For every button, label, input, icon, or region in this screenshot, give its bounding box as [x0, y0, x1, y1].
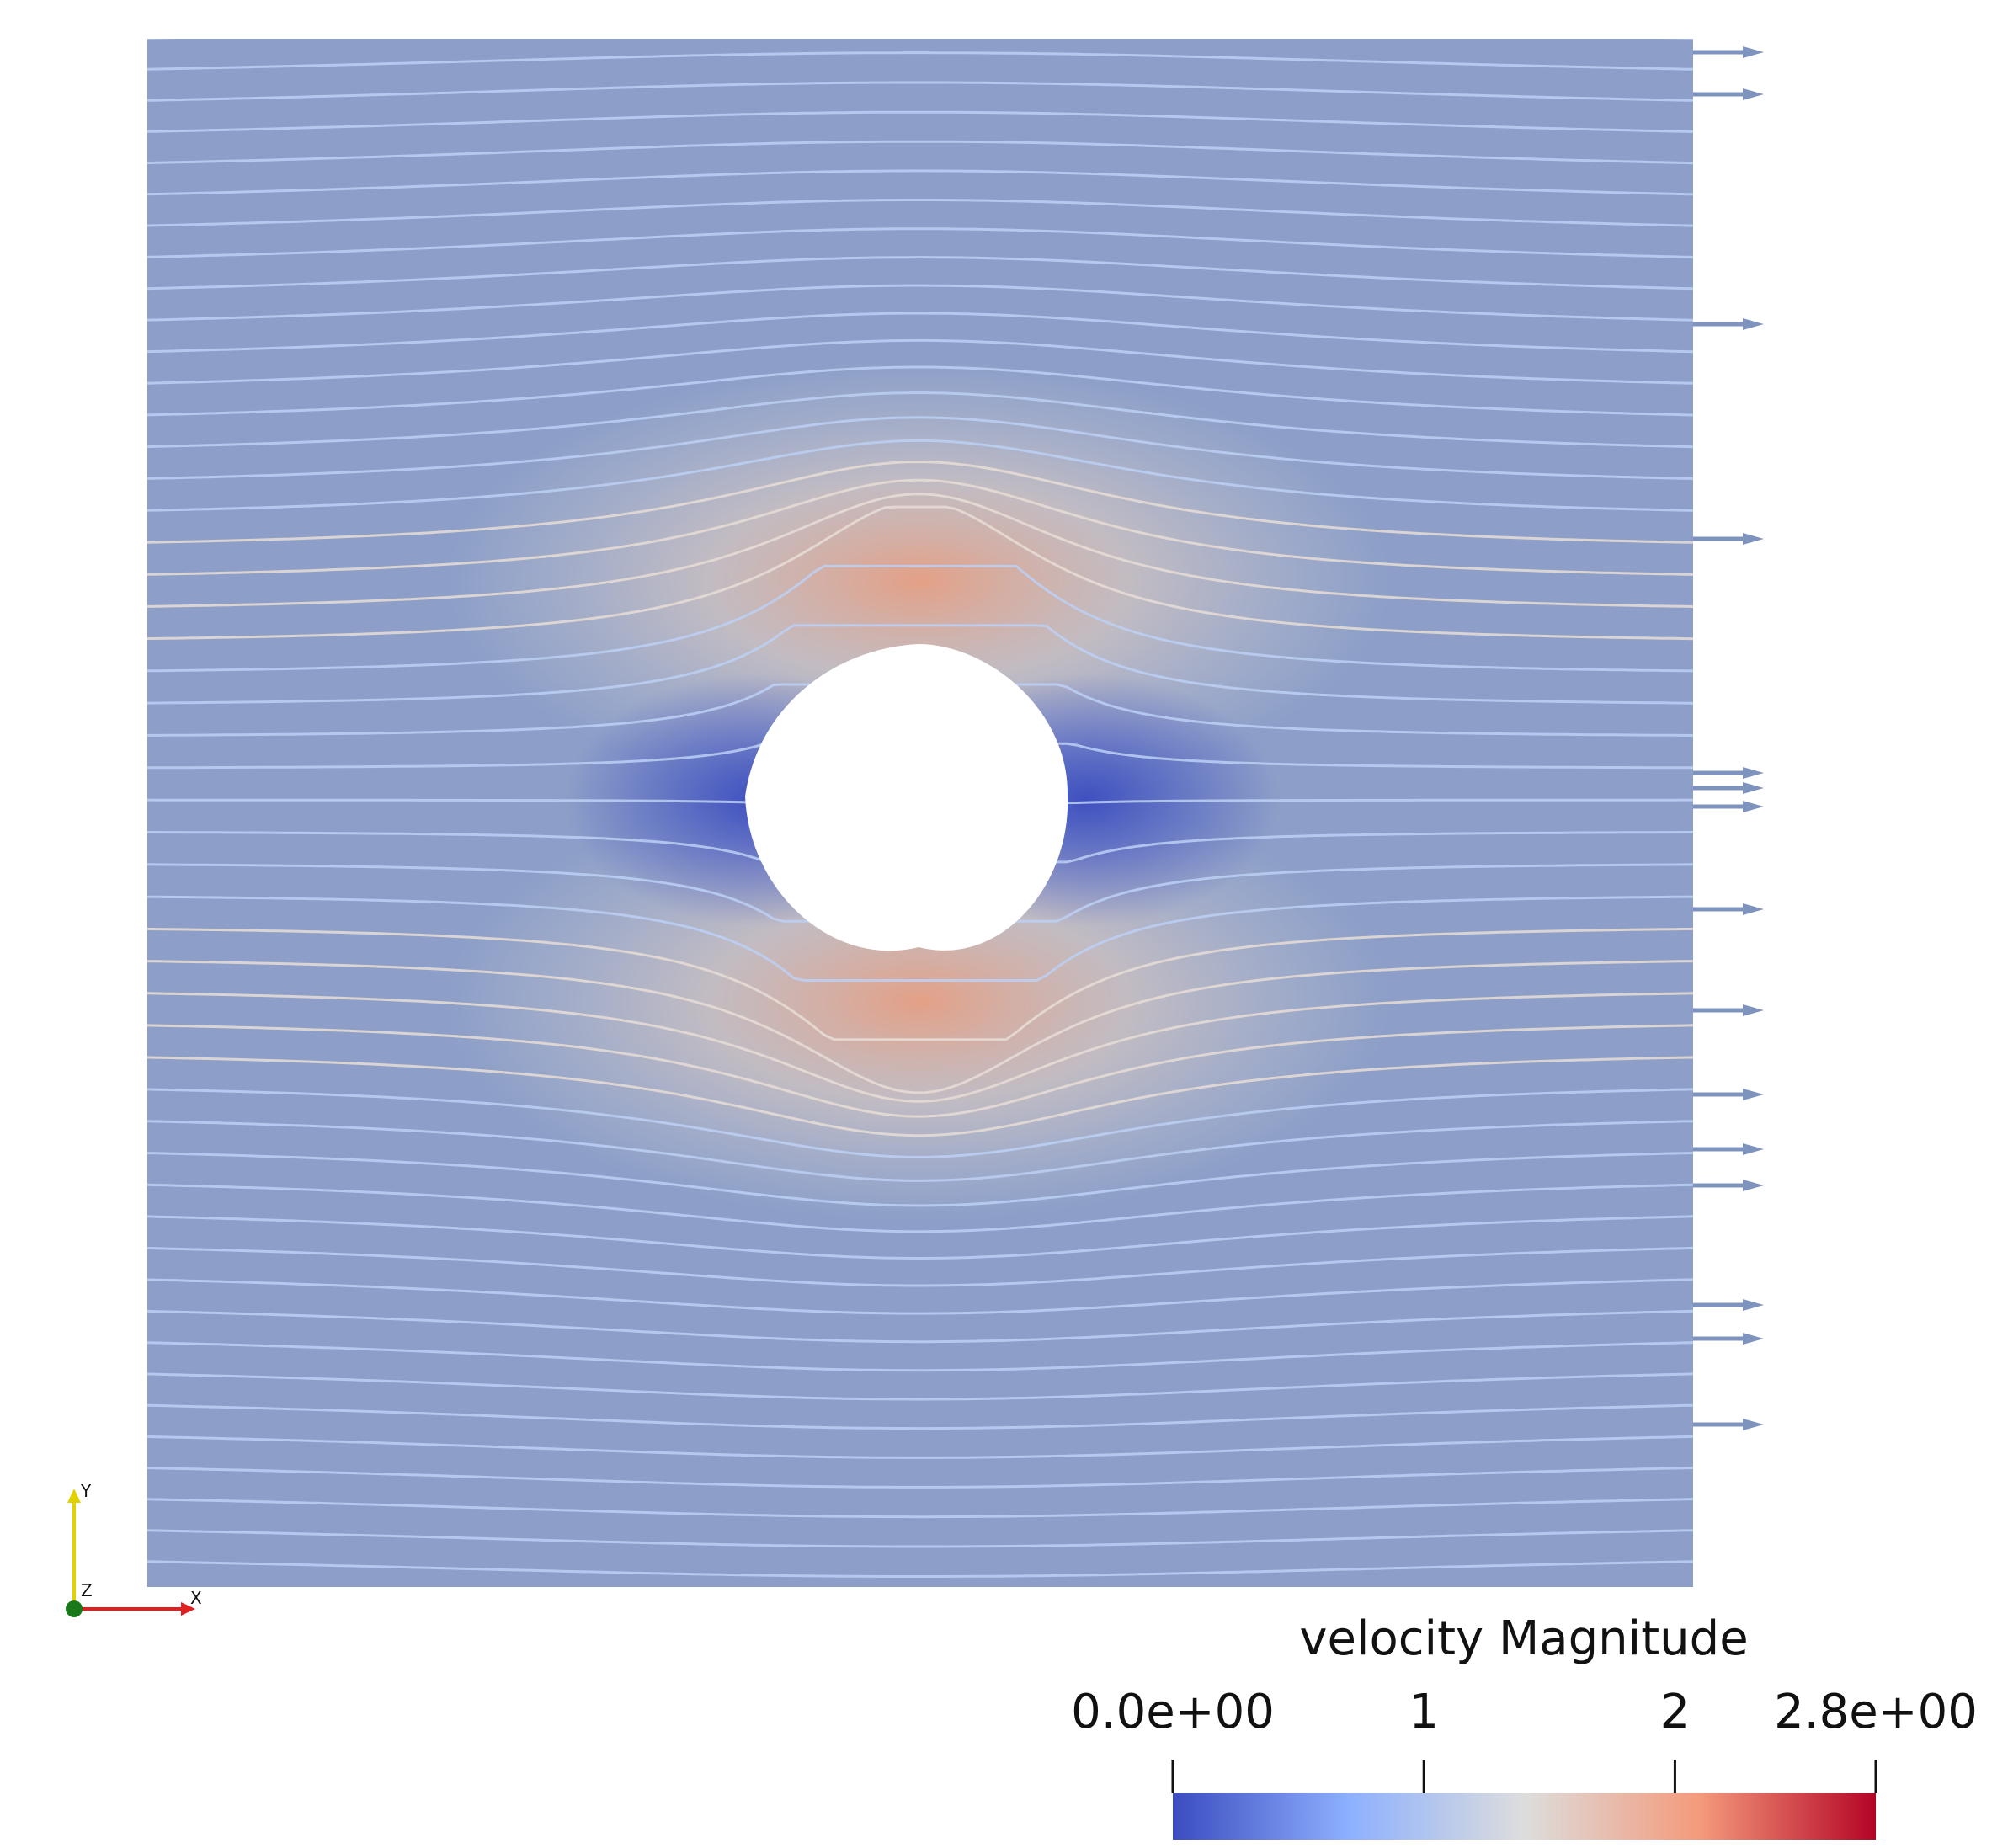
streamline — [147, 416, 1693, 480]
streamline — [147, 1403, 1693, 1430]
streamline — [147, 1467, 1693, 1489]
streamline — [147, 439, 1693, 512]
streamline — [147, 1246, 1693, 1287]
streamline — [147, 312, 1693, 354]
streamline — [147, 81, 1693, 102]
streamline — [147, 391, 1693, 449]
streamline — [147, 1024, 1693, 1118]
streamline — [147, 110, 1693, 133]
streamline — [147, 284, 1693, 322]
streamline — [147, 1498, 1693, 1519]
streamlines — [147, 39, 1693, 1607]
outflow-arrow-head — [1743, 767, 1764, 779]
colorbar-title: velocity Magnitude — [1299, 1611, 1748, 1666]
outflow-arrow-head — [1743, 1089, 1764, 1100]
x-label: X — [190, 1588, 202, 1608]
color-legend: velocity Magnitude 0.0e+00 1 2 2.8e+00 — [1071, 1611, 1978, 1840]
streamline — [147, 256, 1693, 290]
streamline — [147, 460, 1693, 544]
colorbar-tick-label: 1 — [1409, 1685, 1439, 1739]
streamline — [147, 927, 1693, 1041]
streamline — [147, 564, 1693, 673]
streamline — [147, 895, 1693, 982]
streamline — [147, 1183, 1693, 1233]
streamline — [147, 1435, 1693, 1459]
streamline — [147, 1088, 1693, 1158]
streamline — [147, 505, 1693, 641]
streamline — [147, 1529, 1693, 1548]
field — [147, 39, 1693, 1607]
streamline — [147, 365, 1693, 417]
outflow-arrow-head — [1743, 1333, 1764, 1345]
outflow-arrow-head — [1743, 533, 1764, 545]
cylinder-hole — [745, 644, 1068, 951]
orientation-axes: Y X Z — [66, 1481, 202, 1617]
x-arrow — [181, 1602, 195, 1616]
outflow-arrow-head — [1743, 88, 1764, 100]
outflow-arrows — [1693, 46, 1764, 1430]
outflow-arrow-head — [1743, 318, 1764, 330]
streamline — [147, 1056, 1693, 1137]
streamline — [147, 39, 1693, 40]
streamline — [147, 1341, 1693, 1372]
streamline — [147, 478, 1693, 576]
streamline — [147, 1152, 1693, 1207]
outflow-arrow-head — [1743, 782, 1764, 794]
streamline — [147, 1560, 1693, 1578]
streamline — [147, 992, 1693, 1103]
streamline — [147, 199, 1693, 227]
streamline — [147, 1372, 1693, 1401]
streamline — [147, 1215, 1693, 1260]
colorbar-tick-label: 2 — [1660, 1685, 1691, 1739]
z-axis — [66, 1600, 83, 1617]
outflow-arrow-head — [1743, 801, 1764, 812]
colorbar-tick-label: 2.8e+00 — [1774, 1685, 1978, 1739]
streamline — [147, 1309, 1693, 1344]
streamline — [147, 960, 1693, 1094]
outflow-arrow-head — [1743, 903, 1764, 915]
y-label: Y — [80, 1481, 92, 1501]
z-label: Z — [81, 1580, 93, 1600]
streamline — [147, 51, 1693, 71]
streamline — [147, 493, 1693, 608]
outflow-arrow-head — [1743, 1180, 1764, 1191]
streamline — [147, 1593, 1693, 1607]
streamline — [147, 1120, 1693, 1182]
y-arrow — [67, 1489, 81, 1503]
colorbar-tick-label: 0.0e+00 — [1071, 1685, 1275, 1739]
outflow-arrow-head — [1743, 1299, 1764, 1311]
streamline — [147, 1278, 1693, 1315]
outflow-arrow-head — [1743, 1143, 1764, 1155]
colorbar — [1173, 1793, 1876, 1840]
streamline — [147, 169, 1693, 196]
streamline — [147, 227, 1693, 258]
outflow-arrow-head — [1743, 1419, 1764, 1430]
outflow-arrow-head — [1743, 46, 1764, 58]
outflow-arrow-head — [1743, 1004, 1764, 1016]
streamline — [147, 624, 1693, 705]
streamline — [147, 338, 1693, 385]
streamline — [147, 140, 1693, 165]
